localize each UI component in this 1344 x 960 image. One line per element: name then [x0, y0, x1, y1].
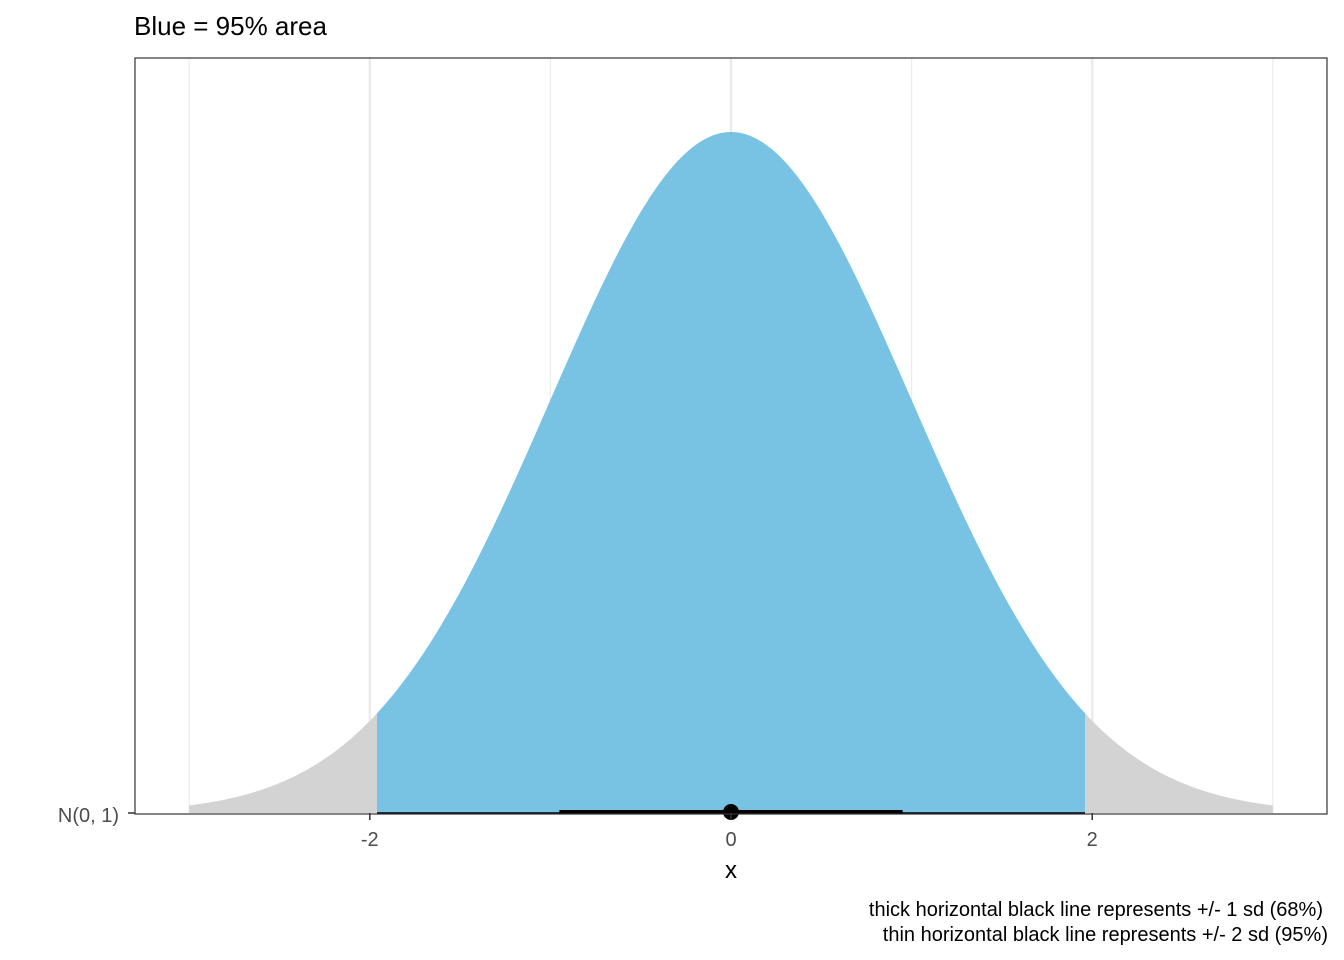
right-tail-area — [1084, 713, 1273, 813]
axes: -2 0 2 — [128, 812, 1098, 851]
x-tick-label: 2 — [1087, 829, 1098, 851]
density-area — [189, 132, 1273, 813]
x-tick-label: 0 — [725, 829, 736, 851]
caption-line-2: thin horizontal black line represents +/… — [883, 924, 1328, 946]
x-axis-label: x — [725, 857, 737, 884]
caption-line-1: thick horizontal black line represents +… — [869, 899, 1323, 921]
point-estimate — [723, 804, 739, 820]
left-tail-area — [189, 713, 378, 813]
chart-title: Blue = 95% area — [134, 11, 328, 41]
x-tick-label: -2 — [361, 829, 379, 851]
central-95-area — [377, 132, 1085, 813]
y-tick-label: N(0, 1) — [58, 805, 119, 827]
